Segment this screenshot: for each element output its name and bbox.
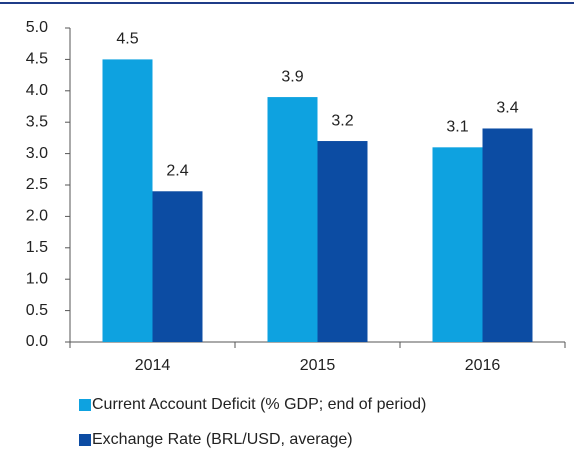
bar [317,141,368,342]
bar [482,128,533,342]
y-tick-label: 1.5 [26,239,48,256]
legend-swatch [79,434,91,446]
y-tick-label: 5.0 [26,19,48,36]
y-tick-label: 0.0 [26,333,48,350]
y-tick-label: 3.5 [26,113,48,130]
bar [432,147,483,342]
y-tick-label: 0.5 [26,302,48,319]
x-tick-label: 2015 [300,357,336,374]
x-tick-label: 2014 [135,357,171,374]
y-tick-label: 1.0 [26,270,48,287]
data-label: 3.2 [331,112,353,129]
bar [267,97,318,342]
data-label: 3.9 [281,68,303,85]
legend-label: Exchange Rate (BRL/USD, average) [92,431,353,448]
data-label: 3.1 [446,119,468,136]
y-tick-label: 2.0 [26,208,48,225]
y-tick-label: 4.0 [26,82,48,99]
x-tick-label: 2016 [465,357,501,374]
legend-swatch [79,399,91,411]
data-label: 3.4 [496,100,518,117]
y-tick-label: 4.5 [26,51,48,68]
y-tick-label: 2.5 [26,176,48,193]
data-label: 2.4 [166,162,188,179]
legend-label: Current Account Deficit (% GDP; end of p… [92,396,426,413]
y-tick-label: 3.0 [26,145,48,162]
bar [152,191,203,342]
data-label: 4.5 [116,31,138,48]
bar [102,59,153,343]
